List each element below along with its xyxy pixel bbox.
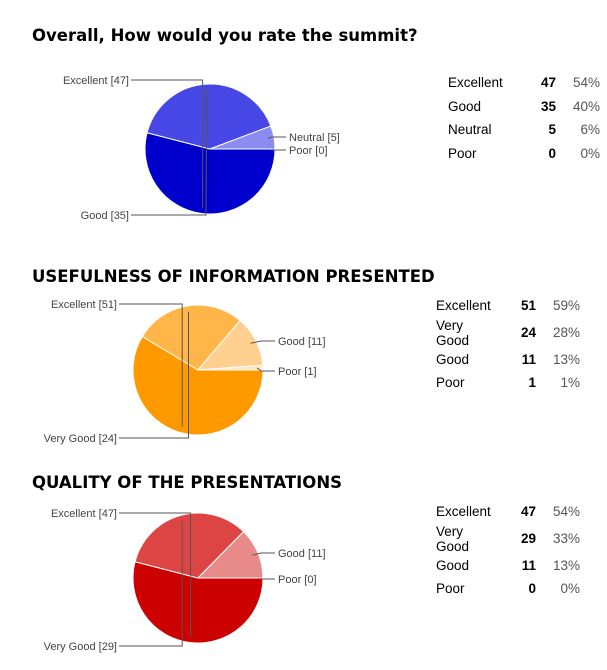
stat-label: Good	[436, 351, 470, 367]
pie-chart-usefulness: Excellent [51] Very Good [24] Good [11] Poo…	[44, 299, 326, 445]
chart-section-quality: QUALITY OF THE PRESENTATIONS Excellent […	[0, 465, 607, 670]
stat-percent: 6%	[580, 122, 600, 138]
stat-count: 1	[528, 375, 536, 391]
stat-label: Good	[436, 557, 470, 573]
stat-percent: 54%	[552, 504, 580, 520]
stats-row: Very Good 29 33%	[436, 524, 580, 554]
pie-label-excellent: Excellent [51]	[51, 299, 117, 311]
stat-label: Poor	[436, 375, 465, 391]
stat-label: Excellent	[436, 504, 491, 520]
stat-count: 11	[521, 557, 536, 573]
pie-slice-poor	[197, 364, 264, 371]
pie-chart-quality: Excellent [47] Very Good [29] Good [11] Poo…	[44, 508, 326, 653]
leader-line	[267, 136, 286, 139]
stat-count: 0	[548, 145, 556, 161]
stat-percent: 54%	[572, 75, 600, 91]
pie-label-poor: Poor [1]	[278, 366, 317, 378]
stat-label: Very Good	[436, 523, 470, 554]
stats-row: Excellent 47 54%	[436, 500, 580, 524]
pie-label-good: Good [35]	[81, 210, 129, 222]
leader-line	[119, 521, 183, 647]
pie-label-good: Good [11]	[278, 336, 326, 348]
stat-count: 51	[520, 298, 536, 314]
stat-label: Excellent	[436, 298, 491, 314]
pie-label-poor: Poor [0]	[289, 145, 328, 157]
leader-line	[256, 367, 275, 372]
leader-line	[131, 90, 208, 216]
pie-slice-very-good	[141, 304, 241, 371]
stats-row: Excellent 47 54%	[448, 71, 600, 95]
leader-line	[119, 311, 189, 439]
chart-section-overall: Overall, How would you rate the summit? …	[0, 0, 607, 255]
pie-label-very-good: Very Good [29]	[44, 641, 117, 653]
stats-table-overall: Excellent 47 54% Good 35 40% Neutral 5 6% Poor 0 0%	[448, 71, 600, 165]
stats-row: Poor 1 1%	[436, 371, 580, 395]
chart-section-usefulness: USEFULNESS OF INFORMATION PRESENTED Exce…	[0, 255, 607, 465]
chart-title: QUALITY OF THE PRESENTATIONS	[32, 473, 343, 492]
pie-label-excellent: Excellent [47]	[51, 508, 117, 520]
stats-row: Excellent 51 59%	[436, 294, 580, 318]
stats-row: Poor 0 0%	[448, 142, 600, 166]
stats-row: Good 11 13%	[436, 348, 580, 372]
stat-count: 5	[548, 122, 556, 138]
pie-slice-good	[146, 83, 272, 150]
pie-slice-excellent	[144, 132, 276, 215]
stat-percent: 13%	[552, 351, 580, 367]
stat-count: 29	[520, 531, 536, 546]
stat-percent: 1%	[560, 375, 580, 391]
stats-table-usefulness: Excellent 51 59% Very Good 24 28% Good 11 13% Poo…	[436, 294, 580, 395]
leader-line	[119, 303, 183, 427]
stat-label: Neutral	[448, 122, 492, 138]
stats-row: Poor 0 0%	[436, 577, 580, 601]
leader-line	[260, 578, 275, 580]
stat-label: Poor	[436, 581, 465, 597]
pie-slice-very-good	[134, 512, 245, 579]
stats-row: Good 35 40%	[448, 95, 600, 119]
stat-label: Excellent	[448, 75, 503, 91]
stat-count: 35	[540, 98, 556, 114]
stat-percent: 0%	[560, 581, 580, 597]
stats-row: Very Good 24 28%	[436, 318, 580, 348]
pie-chart-overall: Excellent [47] Good [35] Neutral [5]Poor […	[63, 75, 340, 222]
stat-percent: 28%	[552, 325, 580, 340]
leader-line	[270, 148, 286, 151]
leader-line	[252, 552, 275, 556]
stat-percent: 13%	[552, 557, 580, 573]
stat-percent: 0%	[580, 145, 600, 161]
pie-label-neutral: Neutral [5]	[289, 132, 340, 144]
stats-row: Good 11 13%	[436, 554, 580, 578]
chart-title: Overall, How would you rate the summit?	[32, 26, 418, 45]
chart-title: USEFULNESS OF INFORMATION PRESENTED	[32, 267, 435, 286]
stat-count: 47	[540, 75, 556, 91]
stats-row: Neutral 5 6%	[448, 118, 600, 142]
stat-label: Poor	[448, 145, 477, 161]
pie-label-very-good: Very Good [24]	[44, 433, 117, 445]
stat-percent: 40%	[572, 98, 600, 114]
stat-count: 0	[528, 581, 536, 597]
stat-label: Very Good	[436, 317, 470, 348]
stat-count: 11	[521, 351, 536, 367]
pie-slice-good	[196, 530, 264, 579]
stat-label: Good	[448, 98, 482, 114]
stat-percent: 59%	[552, 298, 580, 314]
stat-count: 47	[520, 504, 536, 520]
stat-percent: 33%	[552, 531, 580, 546]
pie-label-good: Good [11]	[278, 548, 326, 560]
stat-count: 24	[520, 325, 536, 340]
pie-slice-excellent	[132, 335, 264, 436]
pie-label-excellent: Excellent [47]	[63, 75, 129, 87]
stats-table-quality: Excellent 47 54% Very Good 29 33% Good 11 13% Poo…	[436, 500, 580, 601]
leader-line	[119, 512, 192, 637]
pie-label-poor: Poor [0]	[278, 574, 317, 586]
leader-line	[131, 79, 204, 208]
leader-line	[250, 340, 275, 344]
pie-slice-excellent	[132, 561, 264, 644]
